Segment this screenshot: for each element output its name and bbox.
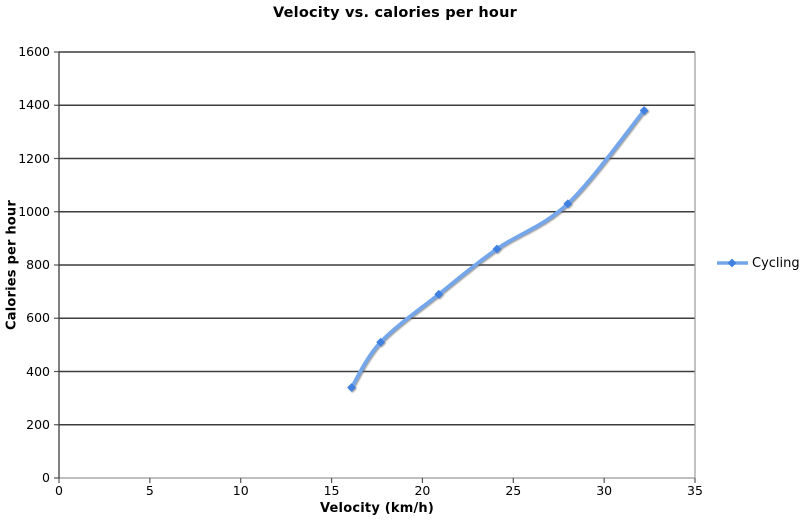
legend: Cycling xyxy=(716,254,800,272)
y-tick-label: 0 xyxy=(42,470,50,485)
x-tick-label: 10 xyxy=(232,483,249,498)
data-point-marker xyxy=(492,244,502,254)
y-tick-label: 400 xyxy=(26,363,50,379)
legend-line-marker-icon xyxy=(717,258,748,268)
x-tick-label: 20 xyxy=(414,483,431,498)
data-point-marker xyxy=(376,337,386,347)
series-cycling xyxy=(347,106,649,392)
data-point-marker xyxy=(639,106,649,115)
data-point-marker xyxy=(347,383,356,392)
y-tick-label: 1600 xyxy=(18,44,50,59)
y-tick-label: 1200 xyxy=(18,150,50,166)
x-axis-title: Velocity (km/h) xyxy=(319,501,434,516)
x-tick-label: 15 xyxy=(323,483,340,498)
x-tick-label: 0 xyxy=(55,483,63,498)
x-tick-label: 25 xyxy=(505,483,522,498)
chart-title: Velocity vs. calories per hour xyxy=(273,5,517,21)
data-point-marker xyxy=(434,289,444,299)
legend-series-label: Cycling xyxy=(752,255,800,271)
y-tick-label: 800 xyxy=(26,257,50,272)
x-tick-label: 5 xyxy=(145,483,154,498)
y-tick-label: 600 xyxy=(26,310,50,326)
y-tick-label: 1400 xyxy=(18,97,50,113)
legend-diamond-icon xyxy=(727,258,737,268)
x-tick-label: 35 xyxy=(687,483,703,498)
x-tick-label: 30 xyxy=(596,483,613,498)
y-tick-label: 1000 xyxy=(18,203,50,219)
data-point-marker xyxy=(563,199,573,209)
y-tick-label: 200 xyxy=(26,416,50,432)
